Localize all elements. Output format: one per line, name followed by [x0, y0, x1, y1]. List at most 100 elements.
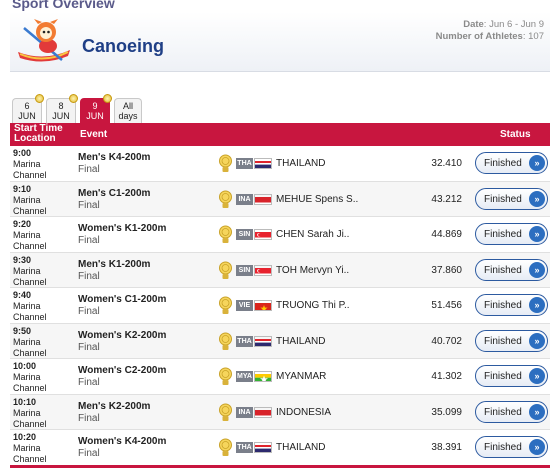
noc-code: MYA	[236, 371, 253, 382]
winner-name[interactable]: INDONESIA	[276, 406, 332, 418]
event-name[interactable]: Men's K2-200m	[78, 400, 151, 412]
tab-day: All	[122, 101, 133, 111]
status-finished-button[interactable]: Finished »	[475, 365, 548, 387]
winner-name[interactable]: MEHUE Spens S..	[276, 193, 359, 205]
status-finished-button[interactable]: Finished »	[475, 400, 548, 423]
noc-code: INA	[236, 193, 253, 205]
medal-badge-icon	[35, 94, 44, 103]
flag-sin-icon	[254, 264, 272, 276]
flag-ina-icon	[254, 193, 272, 205]
double-chevron-right-icon: »	[529, 297, 545, 313]
tab-jun-6[interactable]: 6 JUN	[12, 94, 44, 123]
gold-medal-icon	[219, 402, 232, 422]
location-line1: Marina	[13, 443, 41, 453]
header-status: Status	[500, 129, 531, 140]
location-line2: Channel	[13, 454, 47, 464]
status-label: Finished	[484, 193, 522, 205]
winner-name[interactable]: THAILAND	[276, 442, 326, 453]
event-name[interactable]: Men's K4-200m	[78, 152, 151, 163]
location-line2: Channel	[13, 347, 47, 358]
double-chevron-right-icon: »	[529, 261, 545, 278]
location-line2: Channel	[13, 312, 47, 322]
noc-code: THA	[236, 335, 253, 347]
status-label: Finished	[484, 335, 522, 347]
event-name[interactable]: Women's C1-200m	[78, 294, 167, 305]
event-name[interactable]: Men's K1-200m	[78, 258, 151, 270]
event-name[interactable]: Men's C1-200m	[78, 187, 151, 199]
flag-ina-icon	[254, 406, 272, 418]
start-time-location: 9:40 Marina Channel	[13, 290, 47, 323]
start-time-location: 9:50 Marina Channel	[13, 326, 47, 359]
event-name[interactable]: Women's C2-200m	[78, 365, 167, 376]
winner-name[interactable]: TRUONG Thi P..	[276, 300, 350, 311]
double-chevron-right-icon: »	[529, 368, 545, 384]
status-finished-button[interactable]: Finished »	[475, 152, 548, 174]
gold-medal-icon	[219, 366, 232, 386]
tab-jun-9[interactable]: 9 JUN	[80, 94, 112, 123]
start-time: 9:30	[13, 254, 32, 265]
event-name[interactable]: Women's K4-200m	[78, 436, 167, 447]
start-time: 9:00	[13, 148, 32, 158]
flag-sin-icon	[254, 229, 272, 240]
location-line2: Channel	[13, 205, 47, 216]
location-line1: Marina	[13, 336, 41, 347]
location-line2: Channel	[13, 276, 47, 287]
winner-name[interactable]: MYANMAR	[276, 371, 327, 382]
noc-code: SIN	[236, 264, 253, 276]
event-cell: Women's K4-200m Final	[78, 436, 166, 460]
status-finished-button[interactable]: Finished »	[475, 187, 548, 210]
sport-header: Canoeing Date: Jun 6 - Jun 9 Number of A…	[10, 12, 550, 72]
double-chevron-right-icon: »	[529, 155, 545, 171]
tab-all-days[interactable]: All days	[114, 98, 142, 123]
athletes-label: Number of Athletes	[435, 31, 523, 42]
status-label: Finished	[484, 264, 522, 276]
gold-medal-icon	[219, 437, 232, 457]
event-phase: Final	[78, 164, 100, 175]
event-cell: Men's C1-200m Final	[78, 188, 150, 212]
table-row: 10:00 Marina Channel Women's C2-200m Final MY…	[10, 359, 550, 395]
location-line1: Marina	[13, 194, 41, 205]
status-finished-button[interactable]: Finished »	[475, 436, 548, 458]
status-finished-button[interactable]: Finished »	[475, 294, 548, 316]
event-cell: Men's K4-200m Final	[78, 152, 150, 176]
sport-name: Canoeing	[82, 36, 165, 56]
date-value: : Jun 6 - Jun 9	[483, 19, 544, 30]
start-time: 9:10	[13, 183, 32, 194]
header-event: Event	[80, 129, 108, 140]
table-row: 9:40 Marina Channel Women's C1-200m Final VIE…	[10, 288, 550, 324]
tab-month: JUN	[86, 111, 104, 121]
result-time: 41.302	[431, 371, 462, 382]
start-time: 10:00	[13, 361, 37, 371]
location-line1: Marina	[13, 372, 41, 382]
gold-medal-icon	[219, 260, 232, 280]
start-time: 9:20	[13, 219, 32, 229]
double-chevron-right-icon: »	[529, 226, 545, 242]
noc-code: INA	[236, 406, 253, 418]
winner-name[interactable]: TOH Mervyn Yi..	[276, 264, 350, 276]
result-time: 35.099	[431, 406, 462, 418]
event-cell: Men's K1-200m Final	[78, 259, 150, 283]
table-bottom-border	[10, 465, 550, 468]
status-finished-button[interactable]: Finished »	[475, 258, 548, 281]
noc-code: SIN	[236, 229, 253, 240]
status-label: Finished	[484, 300, 522, 311]
tab-jun-8[interactable]: 8 JUN	[46, 94, 78, 123]
tab-day: 9	[92, 101, 98, 111]
start-time-location: 9:10 Marina Channel	[13, 184, 47, 217]
start-time: 10:10	[13, 396, 37, 407]
winner-name[interactable]: CHEN Sarah Ji..	[276, 229, 350, 240]
location-line2: Channel	[13, 418, 47, 429]
event-cell: Men's K2-200m Final	[78, 401, 150, 425]
start-time-location: 10:20 Marina Channel	[13, 432, 47, 465]
date-label: Date	[463, 19, 484, 30]
status-finished-button[interactable]: Finished »	[475, 329, 548, 352]
winner-name[interactable]: THAILAND	[276, 158, 326, 169]
event-name[interactable]: Women's K1-200m	[78, 223, 167, 234]
flag-tha-icon	[254, 158, 272, 169]
status-finished-button[interactable]: Finished »	[475, 223, 548, 245]
event-name[interactable]: Women's K2-200m	[78, 329, 167, 341]
event-cell: Women's C1-200m Final	[78, 294, 166, 318]
winner-name[interactable]: THAILAND	[276, 335, 326, 347]
gold-medal-icon	[219, 295, 232, 315]
canoeing-mascot-icon	[18, 19, 70, 62]
